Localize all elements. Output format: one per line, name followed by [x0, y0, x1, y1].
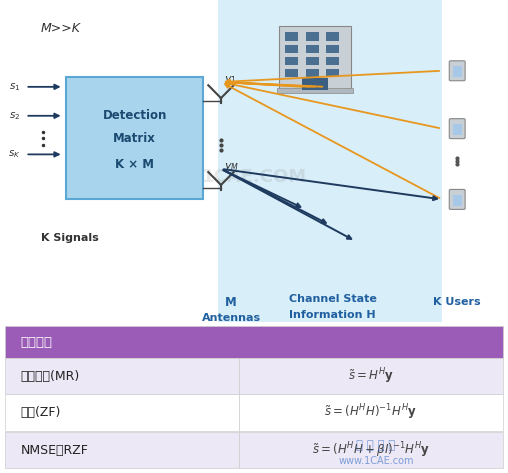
Text: $s_1$: $s_1$ [9, 81, 20, 93]
Bar [326, 45, 339, 53]
Text: $y_M$: $y_M$ [224, 161, 239, 173]
Text: 仿 真 在 线: 仿 真 在 线 [356, 439, 396, 452]
Bar [66, 77, 203, 200]
Bar [239, 394, 503, 430]
Bar [285, 57, 298, 65]
Bar [5, 394, 239, 430]
Bar [285, 45, 298, 53]
Bar [285, 69, 298, 77]
Bar [306, 33, 319, 41]
FancyBboxPatch shape [449, 119, 465, 139]
Text: 1CAE.COM: 1CAE.COM [202, 168, 306, 186]
Bar [302, 78, 328, 90]
Bar [306, 45, 319, 53]
Bar [277, 88, 353, 93]
Bar [239, 358, 503, 394]
Bar [453, 124, 462, 135]
Bar [453, 66, 462, 77]
Text: Information H: Information H [290, 310, 376, 320]
Text: K Users: K Users [433, 298, 481, 307]
FancyBboxPatch shape [449, 190, 465, 210]
Bar [218, 0, 442, 322]
Text: 迫零(ZF): 迫零(ZF) [20, 406, 60, 419]
Text: $s_K$: $s_K$ [8, 149, 20, 160]
Text: $\tilde{s} = (H^HH)^{-1}H^H\mathbf{y}$: $\tilde{s} = (H^HH)^{-1}H^H\mathbf{y}$ [324, 403, 418, 422]
Text: 检测类型: 检测类型 [20, 335, 52, 349]
Bar [5, 326, 503, 358]
Bar [453, 195, 462, 206]
Bar [306, 69, 319, 77]
Bar [306, 57, 319, 65]
Text: K × M: K × M [115, 158, 154, 171]
Text: $\tilde{s} = H^H\mathbf{y}$: $\tilde{s} = H^H\mathbf{y}$ [348, 366, 394, 386]
FancyBboxPatch shape [449, 61, 465, 81]
Bar [285, 33, 298, 41]
Text: $s_2$: $s_2$ [9, 110, 20, 122]
Text: NMSE或RZF: NMSE或RZF [20, 444, 88, 457]
Text: Matrix: Matrix [113, 132, 156, 145]
Text: www.1CAE.com: www.1CAE.com [338, 456, 414, 466]
Text: M>>K: M>>K [41, 22, 81, 35]
Bar [326, 57, 339, 65]
Bar [326, 33, 339, 41]
Text: Detection: Detection [103, 109, 167, 123]
Text: M: M [225, 296, 237, 309]
Text: 最大比率(MR): 最大比率(MR) [20, 369, 80, 383]
Bar [5, 358, 239, 394]
Bar [279, 26, 351, 90]
Text: $\tilde{s} = (H^HH + \beta I)^{-1}H^H\mathbf{y}$: $\tilde{s} = (H^HH + \beta I)^{-1}H^H\ma… [311, 440, 430, 460]
Bar [326, 69, 339, 77]
Bar [5, 432, 239, 468]
Text: Channel State: Channel State [289, 294, 376, 304]
Text: K Signals: K Signals [41, 233, 99, 243]
Text: Antennas: Antennas [202, 314, 261, 324]
Text: $y_1$: $y_1$ [224, 74, 237, 87]
Bar [239, 432, 503, 468]
